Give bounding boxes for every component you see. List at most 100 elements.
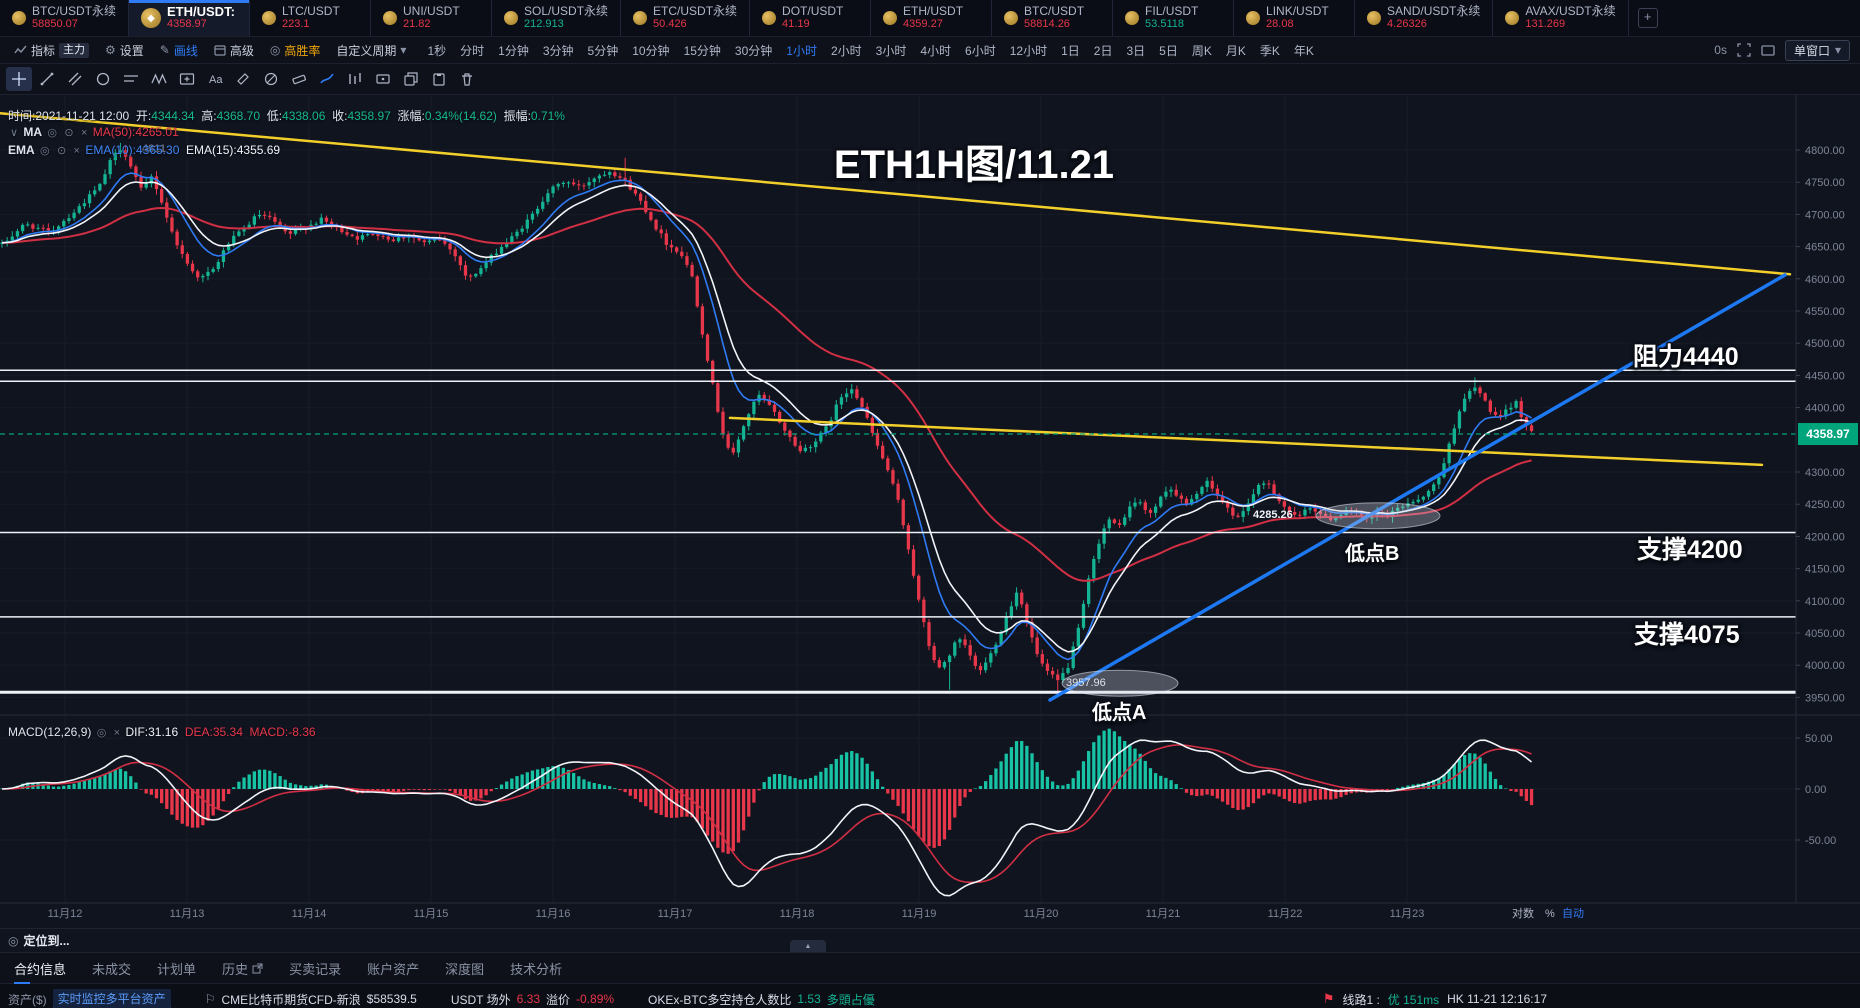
fullscreen-icon[interactable]	[1737, 43, 1751, 57]
chart-area[interactable]: 4358.97 4800.00 4750.00 4700.00 4650.00 4600.…	[0, 95, 1860, 928]
position-box-icon[interactable]	[370, 67, 396, 91]
trend-line-icon[interactable]	[34, 67, 60, 91]
tab-计划单[interactable]: 计划单	[157, 961, 197, 977]
symbol-tab-UNI-USDT[interactable]: UNI/USDT 21.82	[371, 0, 493, 36]
network-line-label[interactable]: 线路1 :	[1342, 992, 1380, 1007]
symbol-tab-LINK-USDT[interactable]: LINK/USDT 28.08	[1234, 0, 1356, 36]
winrate-button[interactable]: ◎ 高胜率	[270, 42, 321, 59]
locate-label[interactable]: 定位到...	[23, 934, 70, 948]
panel-collapse-handle[interactable]: ▲	[790, 940, 826, 952]
support-resistance-lines[interactable]	[0, 369, 1796, 694]
price-axis[interactable]: 4800.00 4750.00 4700.00 4650.00 4600.00 4550.…	[1796, 145, 1845, 847]
period-2日[interactable]: 2日	[1093, 43, 1113, 58]
symbol-tab-BTC-USDT永续[interactable]: BTC/USDT永续 58850.07	[0, 0, 130, 36]
period-分时[interactable]: 分时	[460, 43, 485, 58]
low-b-circle[interactable]	[1315, 502, 1441, 530]
symbol-tab-ETH-USDT[interactable]: ETH/USDT 4359.27	[871, 0, 993, 36]
symbol-tab-SAND-USDT永续[interactable]: SAND/USDT永续 4.26326	[1355, 0, 1494, 36]
visibility-icon[interactable]: ◎	[40, 145, 50, 157]
text-tool-icon[interactable]: Aa	[202, 67, 228, 91]
ema-indicator-row: EMA ◎ ⊙ × EMA(10):4365.30 EMA(15):4355.6…	[8, 143, 281, 157]
wave-pattern-icon[interactable]	[146, 67, 172, 91]
tab-未成交[interactable]: 未成交	[92, 961, 132, 977]
window-mode-button[interactable]: 单窗口 ▾	[1784, 39, 1850, 61]
network-pin-icon: ⚑	[1322, 991, 1335, 1006]
clipboard-icon[interactable]	[426, 67, 452, 91]
period-6小时[interactable]: 6小时	[965, 43, 996, 58]
tab-历史[interactable]: 历史	[222, 959, 263, 978]
symbol-tab-LTC-USDT[interactable]: LTC/USDT 223.1	[250, 0, 372, 36]
brush-icon[interactable]	[314, 67, 340, 91]
period-5分钟[interactable]: 5分钟	[587, 43, 619, 58]
visibility-icon[interactable]: ◎	[96, 727, 107, 739]
period-12小时[interactable]: 12小时	[1009, 43, 1048, 58]
eraser-icon[interactable]	[286, 67, 312, 91]
ruler-icon[interactable]	[230, 67, 256, 91]
pattern-bars-icon[interactable]	[342, 67, 368, 91]
ellipse-tool-icon[interactable]	[90, 67, 116, 91]
period-10分钟[interactable]: 10分钟	[632, 43, 670, 58]
circle-measure-icon[interactable]	[258, 67, 284, 91]
date-axis[interactable]: 11月12 11月13 11月14 11月15 11月16 11月17 11月18 11月19…	[48, 906, 1584, 920]
period-2小时[interactable]: 2小时	[830, 43, 862, 58]
locate-bar: ◎ 定位到... ▲	[0, 928, 1860, 953]
drawing-toolbar: Aa	[0, 64, 1860, 95]
period-3分钟[interactable]: 3分钟	[542, 43, 574, 58]
period-15分钟[interactable]: 15分钟	[683, 43, 721, 58]
symbol-tab-BTC-USDT[interactable]: BTC/USDT 58814.26	[992, 0, 1114, 36]
period-1小时[interactable]: 1小时	[786, 43, 817, 58]
symbol-tab-FIL-USDT[interactable]: FIL/USDT 53.5118	[1113, 0, 1235, 36]
period-1日[interactable]: 1日	[1061, 43, 1080, 58]
settings-small-icon[interactable]: ⊙	[56, 145, 67, 157]
indicator-main-badge[interactable]: 主力	[59, 42, 90, 58]
tab-账户资产[interactable]: 账户资产	[367, 961, 420, 977]
period-月K[interactable]: 月K	[1225, 43, 1246, 58]
visibility-icon[interactable]: ◎	[47, 127, 58, 139]
period-1分钟[interactable]: 1分钟	[498, 43, 529, 58]
period-5日[interactable]: 5日	[1159, 43, 1178, 58]
trend-lines[interactable]	[0, 112, 1792, 702]
rect-plus-icon[interactable]	[174, 67, 200, 91]
svg-text:11月20: 11月20	[1024, 908, 1059, 920]
delete-icon[interactable]	[454, 67, 480, 91]
symbol-tab-SOL-USDT永续[interactable]: SOL/USDT永续 212.913	[492, 0, 622, 36]
high-price-label: 4811	[142, 143, 166, 155]
close-icon[interactable]: ×	[80, 127, 88, 139]
period-年K[interactable]: 年K	[1293, 43, 1314, 58]
period-4小时[interactable]: 4小时	[920, 43, 952, 58]
settings-button[interactable]: ⚙ 设置	[105, 42, 144, 59]
candlestick-chart[interactable]: 4358.97 4800.00 4750.00 4700.00 4650.00 4600.…	[0, 95, 1860, 928]
screenshot-icon[interactable]	[1761, 44, 1775, 56]
low-a-circle[interactable]	[1061, 669, 1179, 697]
settings-small-icon[interactable]: ⊙	[64, 127, 74, 139]
symbol-tab-DOT-USDT[interactable]: DOT/USDT 41.19	[750, 0, 872, 36]
collapse-chevron-icon[interactable]: ∨	[10, 127, 19, 139]
symbol-tab-AVAX-USDT永续[interactable]: AVAX/USDT永续 131.269	[1493, 0, 1629, 36]
close-icon[interactable]: ×	[113, 727, 121, 739]
parallel-channel-icon[interactable]	[62, 67, 88, 91]
copy-icon[interactable]	[398, 67, 424, 91]
period-周K[interactable]: 周K	[1191, 43, 1212, 58]
crosshair-icon[interactable]	[6, 67, 32, 91]
period-30分钟[interactable]: 30分钟	[734, 43, 773, 58]
svg-text:4250.00: 4250.00	[1805, 499, 1845, 511]
asset-monitor-link[interactable]: 实时监控多平台资产	[52, 989, 171, 1008]
tab-深度图[interactable]: 深度图	[445, 961, 485, 977]
tab-技术分析[interactable]: 技术分析	[510, 961, 563, 977]
horizontal-line-icon[interactable]	[118, 67, 144, 91]
tab-合约信息[interactable]: 合约信息	[14, 959, 66, 985]
custom-period-button[interactable]: 自定义周期 ▾	[336, 42, 406, 59]
period-季K[interactable]: 季K	[1259, 43, 1280, 58]
period-1秒[interactable]: 1秒	[427, 43, 447, 58]
close-icon[interactable]: ×	[73, 145, 80, 157]
tab-买卖记录[interactable]: 买卖记录	[289, 961, 342, 977]
period-3小时[interactable]: 3小时	[875, 43, 907, 58]
draw-button[interactable]: ✎ 画线	[160, 42, 198, 59]
add-symbol-button[interactable]: +	[1633, 6, 1663, 30]
advanced-button[interactable]: 高级	[214, 42, 254, 59]
symbol-tab-ETC-USDT永续[interactable]: ETC/USDT永续 50.426	[621, 0, 751, 36]
period-3日[interactable]: 3日	[1126, 43, 1146, 58]
symbol-tab-ETH-USDT-[interactable]: ◆ ETH/USDT: 4358.97	[129, 0, 251, 36]
indicator-button[interactable]: 指标 主力	[14, 42, 90, 59]
period-selector: 1秒 分时 1分钟 3分钟 5分钟 10分钟 15分钟 30分钟 1小时 2小时 3小时 4小时 6小时…	[420, 42, 1320, 59]
